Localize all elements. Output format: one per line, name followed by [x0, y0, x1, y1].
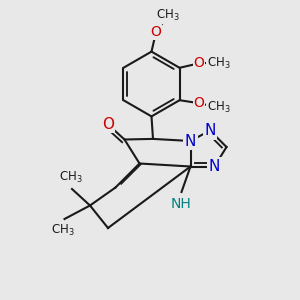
Text: CH$_3$: CH$_3$	[207, 56, 230, 71]
Text: O: O	[194, 56, 205, 70]
Text: N: N	[204, 123, 216, 138]
Text: N: N	[185, 134, 196, 148]
Text: CH$_3$: CH$_3$	[156, 8, 180, 23]
Text: O: O	[102, 117, 114, 132]
Text: O: O	[194, 96, 205, 110]
Text: CH$_3$: CH$_3$	[207, 100, 230, 115]
Text: CH$_3$: CH$_3$	[59, 170, 82, 185]
Text: N: N	[209, 159, 220, 174]
Text: O: O	[151, 25, 161, 39]
Text: CH$_3$: CH$_3$	[51, 223, 75, 238]
Text: NH: NH	[171, 196, 192, 211]
